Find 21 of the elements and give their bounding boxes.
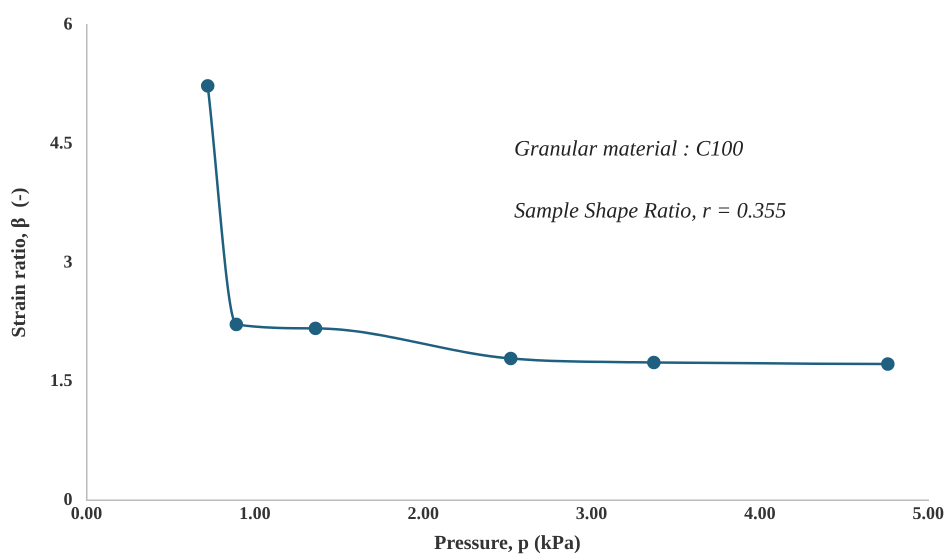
x-axis-title: Pressure, p (kPa) (434, 532, 581, 554)
point (504, 352, 518, 366)
point (200, 79, 214, 93)
y-tick-label: 6 (64, 13, 72, 34)
x-tick-label: 2.00 (407, 502, 439, 523)
x-tick-label: 3.00 (576, 502, 608, 523)
point (647, 356, 661, 370)
annotation: Sample Shape Ratio, r = 0.355 (514, 198, 786, 223)
point (881, 357, 895, 371)
y-tick-label: 0 (64, 489, 72, 510)
y-axis-title: Strain ratio, β (-) (8, 188, 30, 338)
point (308, 322, 322, 336)
y-tick-label: 1.5 (50, 370, 72, 390)
y-tick-label: 3 (64, 251, 72, 272)
point (230, 318, 244, 332)
x-tick-label: 4.00 (744, 502, 776, 523)
y-tick-label: 4.5 (50, 132, 72, 152)
x-tick-label: 0.00 (70, 502, 102, 523)
x-tick-label: 1.00 (239, 502, 271, 523)
x-tick-label: 5.00 (912, 502, 944, 523)
annotation: Granular material : C100 (514, 136, 744, 161)
